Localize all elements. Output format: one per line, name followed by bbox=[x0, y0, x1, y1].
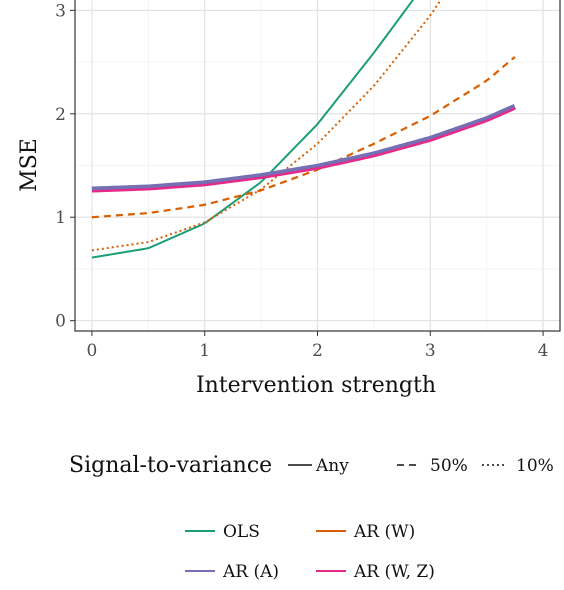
linetype-legend-item: 50% bbox=[430, 456, 468, 476]
y-tick-label: 3 bbox=[55, 1, 66, 21]
series-lines bbox=[91, 0, 516, 259]
linetype-legend: Signal-to-variance Any 50% 10% bbox=[69, 453, 554, 478]
series-line-ols-any bbox=[91, 0, 415, 259]
series-line-ols-10pct bbox=[91, 0, 442, 252]
color-legend: OLS AR (W) AR (A) AR (W, Z) bbox=[185, 522, 435, 582]
linetype-legend-item: 10% bbox=[516, 456, 554, 476]
x-tick-label: 4 bbox=[538, 341, 549, 361]
y-axis-title: MSE bbox=[17, 138, 42, 192]
linetype-legend-title: Signal-to-variance bbox=[69, 453, 272, 478]
linetype-legend-item: Any bbox=[315, 456, 349, 476]
x-tick-label: 1 bbox=[199, 341, 210, 361]
y-tick-label: 1 bbox=[55, 208, 66, 228]
x-tick-label: 3 bbox=[425, 341, 436, 361]
x-tick-label: 0 bbox=[87, 341, 98, 361]
x-tick-label: 2 bbox=[312, 341, 323, 361]
color-legend-item: AR (W) bbox=[353, 522, 415, 542]
series-line-ar-w-z-any bbox=[91, 107, 516, 193]
axis-ticks: 0 1 2 3 4 0 1 2 3 bbox=[55, 1, 548, 361]
color-legend-item: AR (A) bbox=[222, 562, 279, 582]
series-line-ar-w-50pct bbox=[91, 56, 516, 219]
x-axis-title: Intervention strength bbox=[196, 373, 436, 398]
series-line-ar-a-any bbox=[91, 104, 516, 193]
y-tick-label: 0 bbox=[55, 312, 66, 332]
y-tick-label: 2 bbox=[55, 105, 66, 125]
color-legend-item: AR (W, Z) bbox=[353, 562, 435, 582]
color-legend-item: OLS bbox=[223, 522, 260, 542]
